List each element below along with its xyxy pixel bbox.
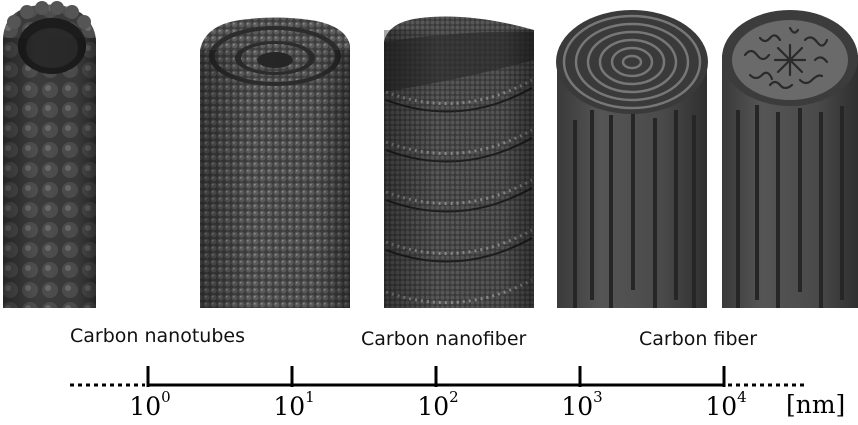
label-carbon-nanofiber: Carbon nanofiber xyxy=(361,328,527,350)
nanotube-single-wall-image xyxy=(3,1,96,308)
nanotube-multi-wall-image xyxy=(200,17,350,308)
label-carbon-fiber: Carbon fiber xyxy=(639,328,758,350)
label-carbon-nanotubes: Carbon nanotubes xyxy=(70,325,245,347)
log-scale-axis xyxy=(70,366,805,387)
carbon-fiber-random-image xyxy=(722,10,858,308)
unit-label: [nm] xyxy=(786,390,846,419)
nanofiber-image xyxy=(384,16,534,308)
tick-label-10-4: 104 xyxy=(705,388,747,422)
tick-label-10-1: 101 xyxy=(273,388,315,422)
tick-label-10-2: 102 xyxy=(417,388,459,422)
carbon-fiber-concentric-image xyxy=(556,10,708,308)
tick-label-10-3: 103 xyxy=(561,388,603,422)
tick-label-10-0: 100 xyxy=(129,388,171,422)
